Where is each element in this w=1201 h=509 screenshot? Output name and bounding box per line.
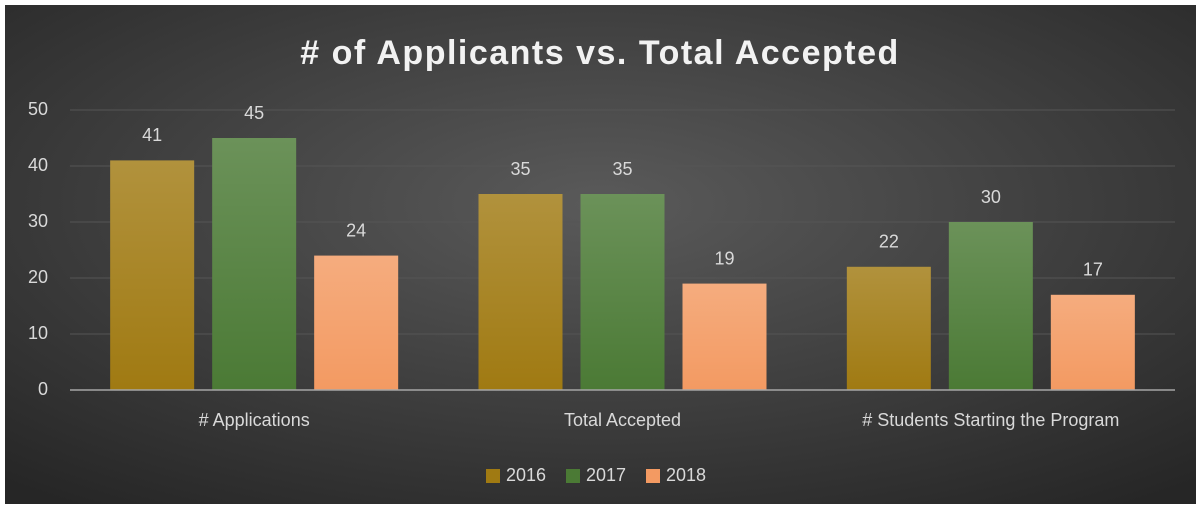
- bar-sheen: [314, 255, 399, 390]
- data-label: 22: [879, 232, 899, 252]
- y-tick-label: 30: [28, 211, 48, 231]
- x-tick-label: Total Accepted: [564, 410, 681, 430]
- y-tick-label: 20: [28, 267, 48, 287]
- data-label: 30: [981, 187, 1001, 207]
- bar-sheen: [478, 194, 563, 390]
- data-label: 41: [142, 125, 162, 145]
- bar-sheen: [580, 194, 665, 390]
- x-tick-label: # Students Starting the Program: [862, 410, 1119, 430]
- data-label: 17: [1083, 260, 1103, 280]
- legend-swatch: [566, 469, 580, 483]
- y-tick-label: 10: [28, 323, 48, 343]
- y-tick-label: 0: [38, 379, 48, 399]
- data-label: 35: [510, 159, 530, 179]
- data-label: 35: [612, 159, 632, 179]
- legend-swatch: [646, 469, 660, 483]
- legend-label: 2016: [506, 465, 546, 485]
- bar-sheen: [682, 283, 767, 390]
- y-tick-label: 50: [28, 99, 48, 119]
- legend-label: 2017: [586, 465, 626, 485]
- legend-label: 2018: [666, 465, 706, 485]
- bar-sheen: [846, 266, 931, 390]
- bar-sheen: [110, 160, 195, 390]
- chart-title: # of Applicants vs. Total Accepted: [300, 34, 900, 72]
- x-tick-label: # Applications: [199, 410, 310, 430]
- bar-sheen: [1050, 294, 1135, 390]
- data-label: 24: [346, 220, 366, 240]
- bar-sheen: [948, 222, 1033, 390]
- data-label: 45: [244, 103, 264, 123]
- legend-swatch: [486, 469, 500, 483]
- y-tick-label: 40: [28, 155, 48, 175]
- bar-sheen: [212, 138, 297, 390]
- data-label: 19: [714, 248, 734, 268]
